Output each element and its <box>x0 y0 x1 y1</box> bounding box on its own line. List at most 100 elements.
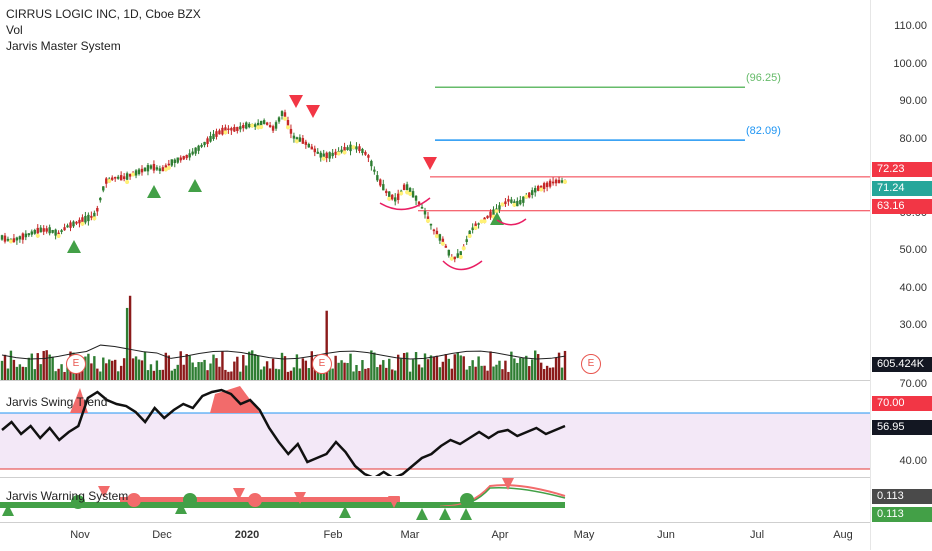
volume-bar <box>551 367 555 380</box>
candle-body <box>510 199 513 203</box>
signal-dot <box>539 187 544 192</box>
warning-system-chart[interactable] <box>0 478 870 522</box>
candle-body <box>0 235 4 240</box>
pane-divider[interactable] <box>0 380 932 381</box>
volume-bar <box>48 354 51 380</box>
candle-body <box>414 195 418 201</box>
volume-bar <box>236 356 239 380</box>
signal-dot <box>285 125 290 130</box>
volume-bar <box>510 351 513 380</box>
volume-bar <box>408 371 412 380</box>
volume-bar <box>516 362 519 380</box>
candle-body <box>102 186 105 191</box>
volume-bar <box>230 371 233 380</box>
candle-body <box>239 126 242 130</box>
volume-bar <box>96 368 99 380</box>
signal-dot <box>342 150 347 155</box>
candle-body <box>209 135 212 142</box>
volume-bar <box>218 366 221 380</box>
volume-bar <box>417 364 421 380</box>
candle-body <box>528 192 531 198</box>
volume-bar <box>54 371 57 380</box>
signal-dot <box>467 234 472 239</box>
volume-bar <box>468 366 471 380</box>
time-label: Feb <box>323 529 343 541</box>
volume-bar <box>125 307 129 380</box>
candle-body <box>81 217 84 224</box>
price-pane[interactable]: CIRRUS LOGIC INC, 1D, Cboe BZX Vol Jarvi… <box>0 0 870 380</box>
volume-bar <box>480 365 483 380</box>
volume-bar <box>164 352 168 380</box>
candle-body <box>3 235 7 242</box>
volume-bar <box>429 355 433 380</box>
candle-body <box>212 133 215 139</box>
signal-dot <box>425 218 430 223</box>
candle-body <box>456 253 459 258</box>
swing-tag-upper: 70.00 <box>872 396 932 411</box>
candle-body <box>134 170 138 176</box>
candle-body <box>245 122 248 129</box>
signal-dot <box>294 139 299 144</box>
signal-dot <box>336 151 341 156</box>
volume-bar <box>18 364 22 380</box>
volume-bar <box>245 365 248 380</box>
earnings-icon[interactable]: E <box>66 354 86 374</box>
warning-system-pane[interactable]: Jarvis Warning System <box>0 478 870 522</box>
warning-red-line <box>439 484 566 508</box>
volume-bar <box>492 366 495 380</box>
earnings-icon[interactable]: E <box>581 354 601 374</box>
warning-system-label: Jarvis Warning System <box>6 489 129 503</box>
level-label-green: (96.25) <box>746 72 781 84</box>
candle-body <box>361 148 364 154</box>
candle-body <box>57 232 60 235</box>
signal-dot <box>482 219 487 224</box>
price-chart[interactable] <box>0 0 870 380</box>
candle-body <box>343 146 346 153</box>
candle-body <box>271 126 275 131</box>
candle-body <box>119 175 123 181</box>
price-scale[interactable]: 110.00 100.00 90.00 80.00 60.00 50.00 40… <box>870 0 932 550</box>
candle-body <box>280 111 284 117</box>
candle-body <box>516 200 519 207</box>
candle-body <box>340 149 343 153</box>
volume-bar <box>248 351 251 380</box>
volume-bar <box>176 364 179 380</box>
candle-body <box>370 160 373 167</box>
warning-down-icon <box>98 486 110 498</box>
volume-average-line <box>1 344 566 360</box>
volume-bar <box>274 368 278 380</box>
candle-body <box>173 159 176 164</box>
volume-bar <box>402 352 406 380</box>
volume-bar <box>474 366 477 380</box>
candle-body <box>236 126 239 131</box>
time-label: Apr <box>491 529 509 541</box>
time-axis[interactable]: Nov Dec 2020 Feb Mar Apr May Jun Jul Aug <box>0 522 870 551</box>
candle-body <box>105 178 108 184</box>
candle-body <box>355 146 358 150</box>
volume-bar <box>426 359 430 380</box>
candle-body <box>170 159 173 166</box>
volume-bar <box>265 361 269 380</box>
volume-bar <box>9 350 13 380</box>
volume-bar <box>203 359 206 380</box>
volume-bar <box>256 355 260 380</box>
candle-body <box>408 187 412 194</box>
candle-body <box>248 123 251 128</box>
volume-bar <box>534 350 537 380</box>
pane-divider[interactable] <box>0 477 932 478</box>
volume-bar <box>206 370 209 380</box>
warning-down-icon <box>294 492 306 504</box>
volume-bar <box>42 350 45 380</box>
volume-bar <box>271 358 275 380</box>
volume-bar <box>12 359 16 380</box>
volume-bar <box>373 352 376 380</box>
candle-body <box>489 211 492 218</box>
earnings-icon[interactable]: E <box>312 354 332 374</box>
candle-body <box>471 227 474 231</box>
swing-trend-chart[interactable] <box>0 382 870 476</box>
candle-body <box>394 197 397 202</box>
candle-body <box>531 190 534 196</box>
candle-body <box>420 206 424 209</box>
swing-trend-pane[interactable]: Jarvis Swing Trend <box>0 382 870 476</box>
candle-body <box>230 128 233 131</box>
